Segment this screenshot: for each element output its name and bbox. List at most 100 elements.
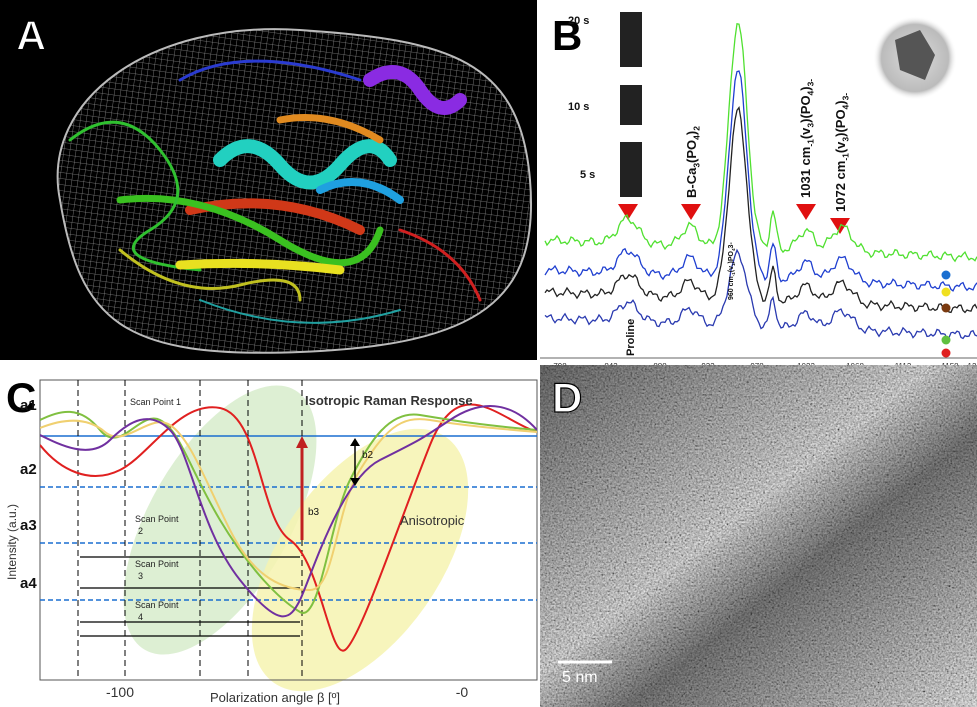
label-part: )PO xyxy=(728,250,735,263)
shape xyxy=(681,204,701,220)
b3-label: b3 xyxy=(308,507,320,518)
subscript: 3 xyxy=(691,163,701,168)
scale-label: 5 nm xyxy=(562,669,598,686)
shape xyxy=(620,85,642,125)
y-axis-label: Intensity (a.u.) xyxy=(5,504,19,580)
shape xyxy=(544,23,977,340)
scan-point-label: Scan Point 4 xyxy=(135,600,179,622)
shape xyxy=(116,194,384,267)
shape xyxy=(398,228,482,302)
label-part: B-Ca xyxy=(684,167,699,198)
spectrum-curve xyxy=(544,105,977,314)
subscript: 3 xyxy=(805,123,815,128)
label-part: 1072 cm xyxy=(833,161,848,212)
level-label: a4 xyxy=(20,575,37,592)
shape xyxy=(251,428,469,692)
shape xyxy=(39,379,538,681)
panel-letter: C xyxy=(6,374,36,421)
shape xyxy=(199,299,401,324)
shape xyxy=(941,287,951,297)
level-label: a2 xyxy=(20,461,37,478)
line: Scan Point xyxy=(135,514,179,524)
shape xyxy=(213,139,397,190)
label-part: 3- xyxy=(728,242,735,249)
peak-label: B-Ca3(PO4)2 xyxy=(684,126,701,198)
panel-d: 5 nm D xyxy=(540,365,977,707)
b2-label: b2 xyxy=(362,450,374,461)
x-axis-label: Polarization angle β [º] xyxy=(210,690,340,705)
shape xyxy=(540,365,977,707)
panel-letter: D xyxy=(552,374,582,421)
shape xyxy=(276,114,384,144)
line: 3 xyxy=(138,571,143,581)
subscript: 3- xyxy=(805,79,815,87)
shape xyxy=(57,29,532,353)
subscript: -1 xyxy=(840,153,850,161)
scan-point-label: Scan Point 2 xyxy=(135,514,179,536)
line: Scan Point xyxy=(135,559,179,569)
peak-label: 1031 cm-1(v3)(PO4)3- xyxy=(798,79,815,198)
isotropic-label: Isotropic Raman Response xyxy=(305,393,473,408)
subscript: 3- xyxy=(840,93,850,101)
scan-point-label: Scan Point 1 xyxy=(130,397,181,407)
shape xyxy=(941,335,951,345)
line: 4 xyxy=(138,612,143,622)
shape xyxy=(895,30,935,80)
shape xyxy=(796,204,816,220)
line: Scan Point xyxy=(135,600,179,610)
shape xyxy=(118,248,302,302)
shape xyxy=(68,59,482,324)
shape xyxy=(56,28,532,354)
subscript: 4 xyxy=(731,248,736,251)
subscript: 4 xyxy=(840,104,850,109)
shape xyxy=(620,142,642,197)
shape xyxy=(618,204,638,220)
proline-label: Proline xyxy=(625,319,637,356)
label-part: )(PO xyxy=(798,95,813,122)
shape xyxy=(68,120,202,272)
label-part: ) xyxy=(684,131,699,135)
shape xyxy=(80,556,300,637)
subscript: 4 xyxy=(805,90,815,95)
subscript: -1 xyxy=(805,139,815,147)
label-part: 960 cm xyxy=(728,276,735,300)
shape xyxy=(175,258,345,275)
shape xyxy=(40,403,537,652)
label-part: (PO xyxy=(684,140,699,163)
panel-letter: B xyxy=(552,12,582,59)
spectrum-curve xyxy=(544,248,977,340)
shape xyxy=(316,178,404,204)
shape xyxy=(620,12,642,67)
subscript: -1 xyxy=(731,272,736,277)
time-label: 20 s xyxy=(568,15,589,27)
shape xyxy=(40,403,537,652)
spectrum-curve xyxy=(544,70,977,292)
subscript: 4 xyxy=(691,135,701,140)
shape xyxy=(941,303,951,313)
subscript: 2 xyxy=(691,126,701,131)
shape xyxy=(40,486,537,601)
shape xyxy=(296,436,308,448)
anisotropic-label: Anisotropic xyxy=(400,513,465,528)
panel-letter: A xyxy=(16,12,46,59)
level-label: a1 xyxy=(20,397,37,414)
subscript: 3 xyxy=(840,137,850,142)
shape xyxy=(941,270,951,280)
shape xyxy=(40,405,537,618)
label-part: )(PO xyxy=(833,109,848,136)
shape xyxy=(363,65,467,115)
time-label: 5 s xyxy=(580,169,595,181)
shape xyxy=(40,418,537,592)
x-tick-label: -0 xyxy=(456,684,469,700)
label-part: ) xyxy=(833,100,848,104)
shape xyxy=(941,348,951,358)
level-label: a3 xyxy=(20,517,37,534)
shape xyxy=(178,59,362,82)
subscript: 1 xyxy=(731,263,736,266)
label-part: (v xyxy=(798,127,813,139)
time-label: 10 s xyxy=(568,101,589,113)
